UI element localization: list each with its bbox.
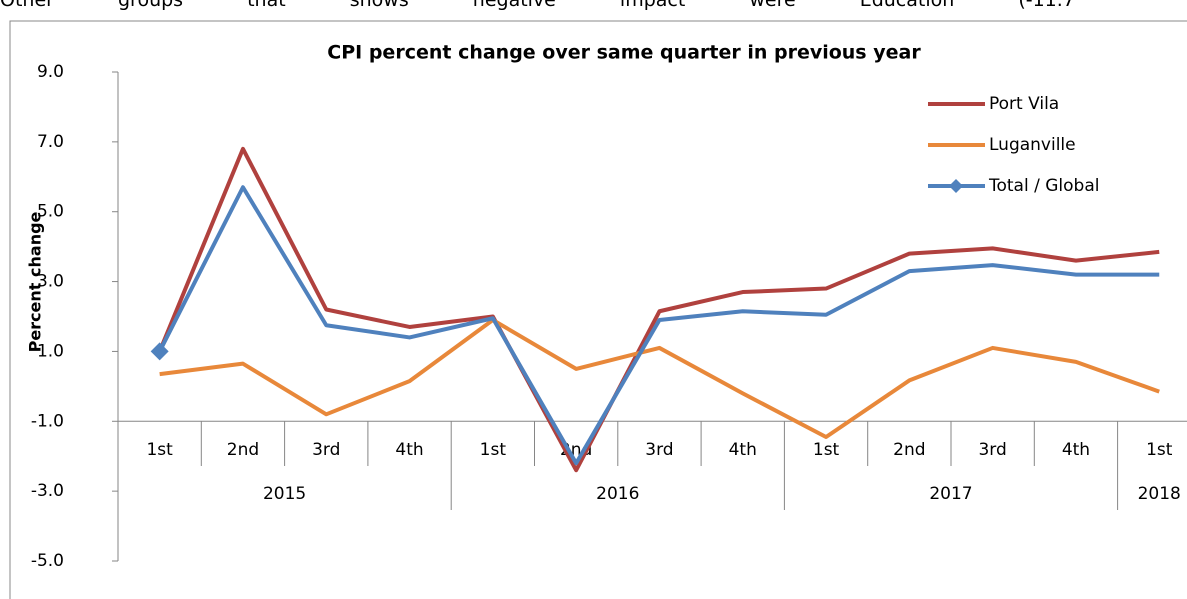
y-tick-label: 9.0 [37,62,64,82]
y-tick-label: 3.0 [37,272,64,292]
series-line [157,146,1160,473]
x-tick-label: 4th [395,440,423,460]
x-tick-label: 3rd [312,440,340,460]
legend-marker [949,179,963,193]
x-tick-label: 4th [729,440,757,460]
legend-label: Luganville [989,135,1076,155]
x-tick-label: 2nd [893,440,925,460]
x-tick-label: 1st [146,440,173,460]
y-tick-label: 1.0 [37,341,64,361]
legend-label: Total / Global [988,176,1099,196]
document-text: Other groups that shows negative impact … [0,0,1075,11]
series-line [159,317,1160,440]
x-tick-label: 1st [480,440,507,460]
legend-label: Port Vila [989,94,1059,114]
x-group-label: 2015 [263,484,306,504]
x-group-label: 2016 [596,484,639,504]
chart-title: CPI percent change over same quarter in … [327,42,921,64]
x-tick-label: 2nd [227,440,259,460]
series-marker [150,342,169,361]
x-group-label: 2018 [1138,484,1181,504]
x-tick-label: 4th [1062,440,1090,460]
x-tick-label: 3rd [645,440,673,460]
x-tick-label: 1st [813,440,840,460]
series-line [157,185,1160,466]
y-axis-label: Percent change [26,211,45,352]
chart-frame [9,20,1187,599]
y-tick-label: 7.0 [37,132,64,152]
y-tick-label: -1.0 [31,411,64,431]
x-group-label: 2017 [929,484,972,504]
x-tick-label: 3rd [978,440,1006,460]
y-tick-label: -5.0 [31,551,64,571]
x-tick-label: 1st [1146,440,1173,460]
y-tick-label: 5.0 [37,202,64,222]
y-tick-label: -3.0 [31,481,64,501]
